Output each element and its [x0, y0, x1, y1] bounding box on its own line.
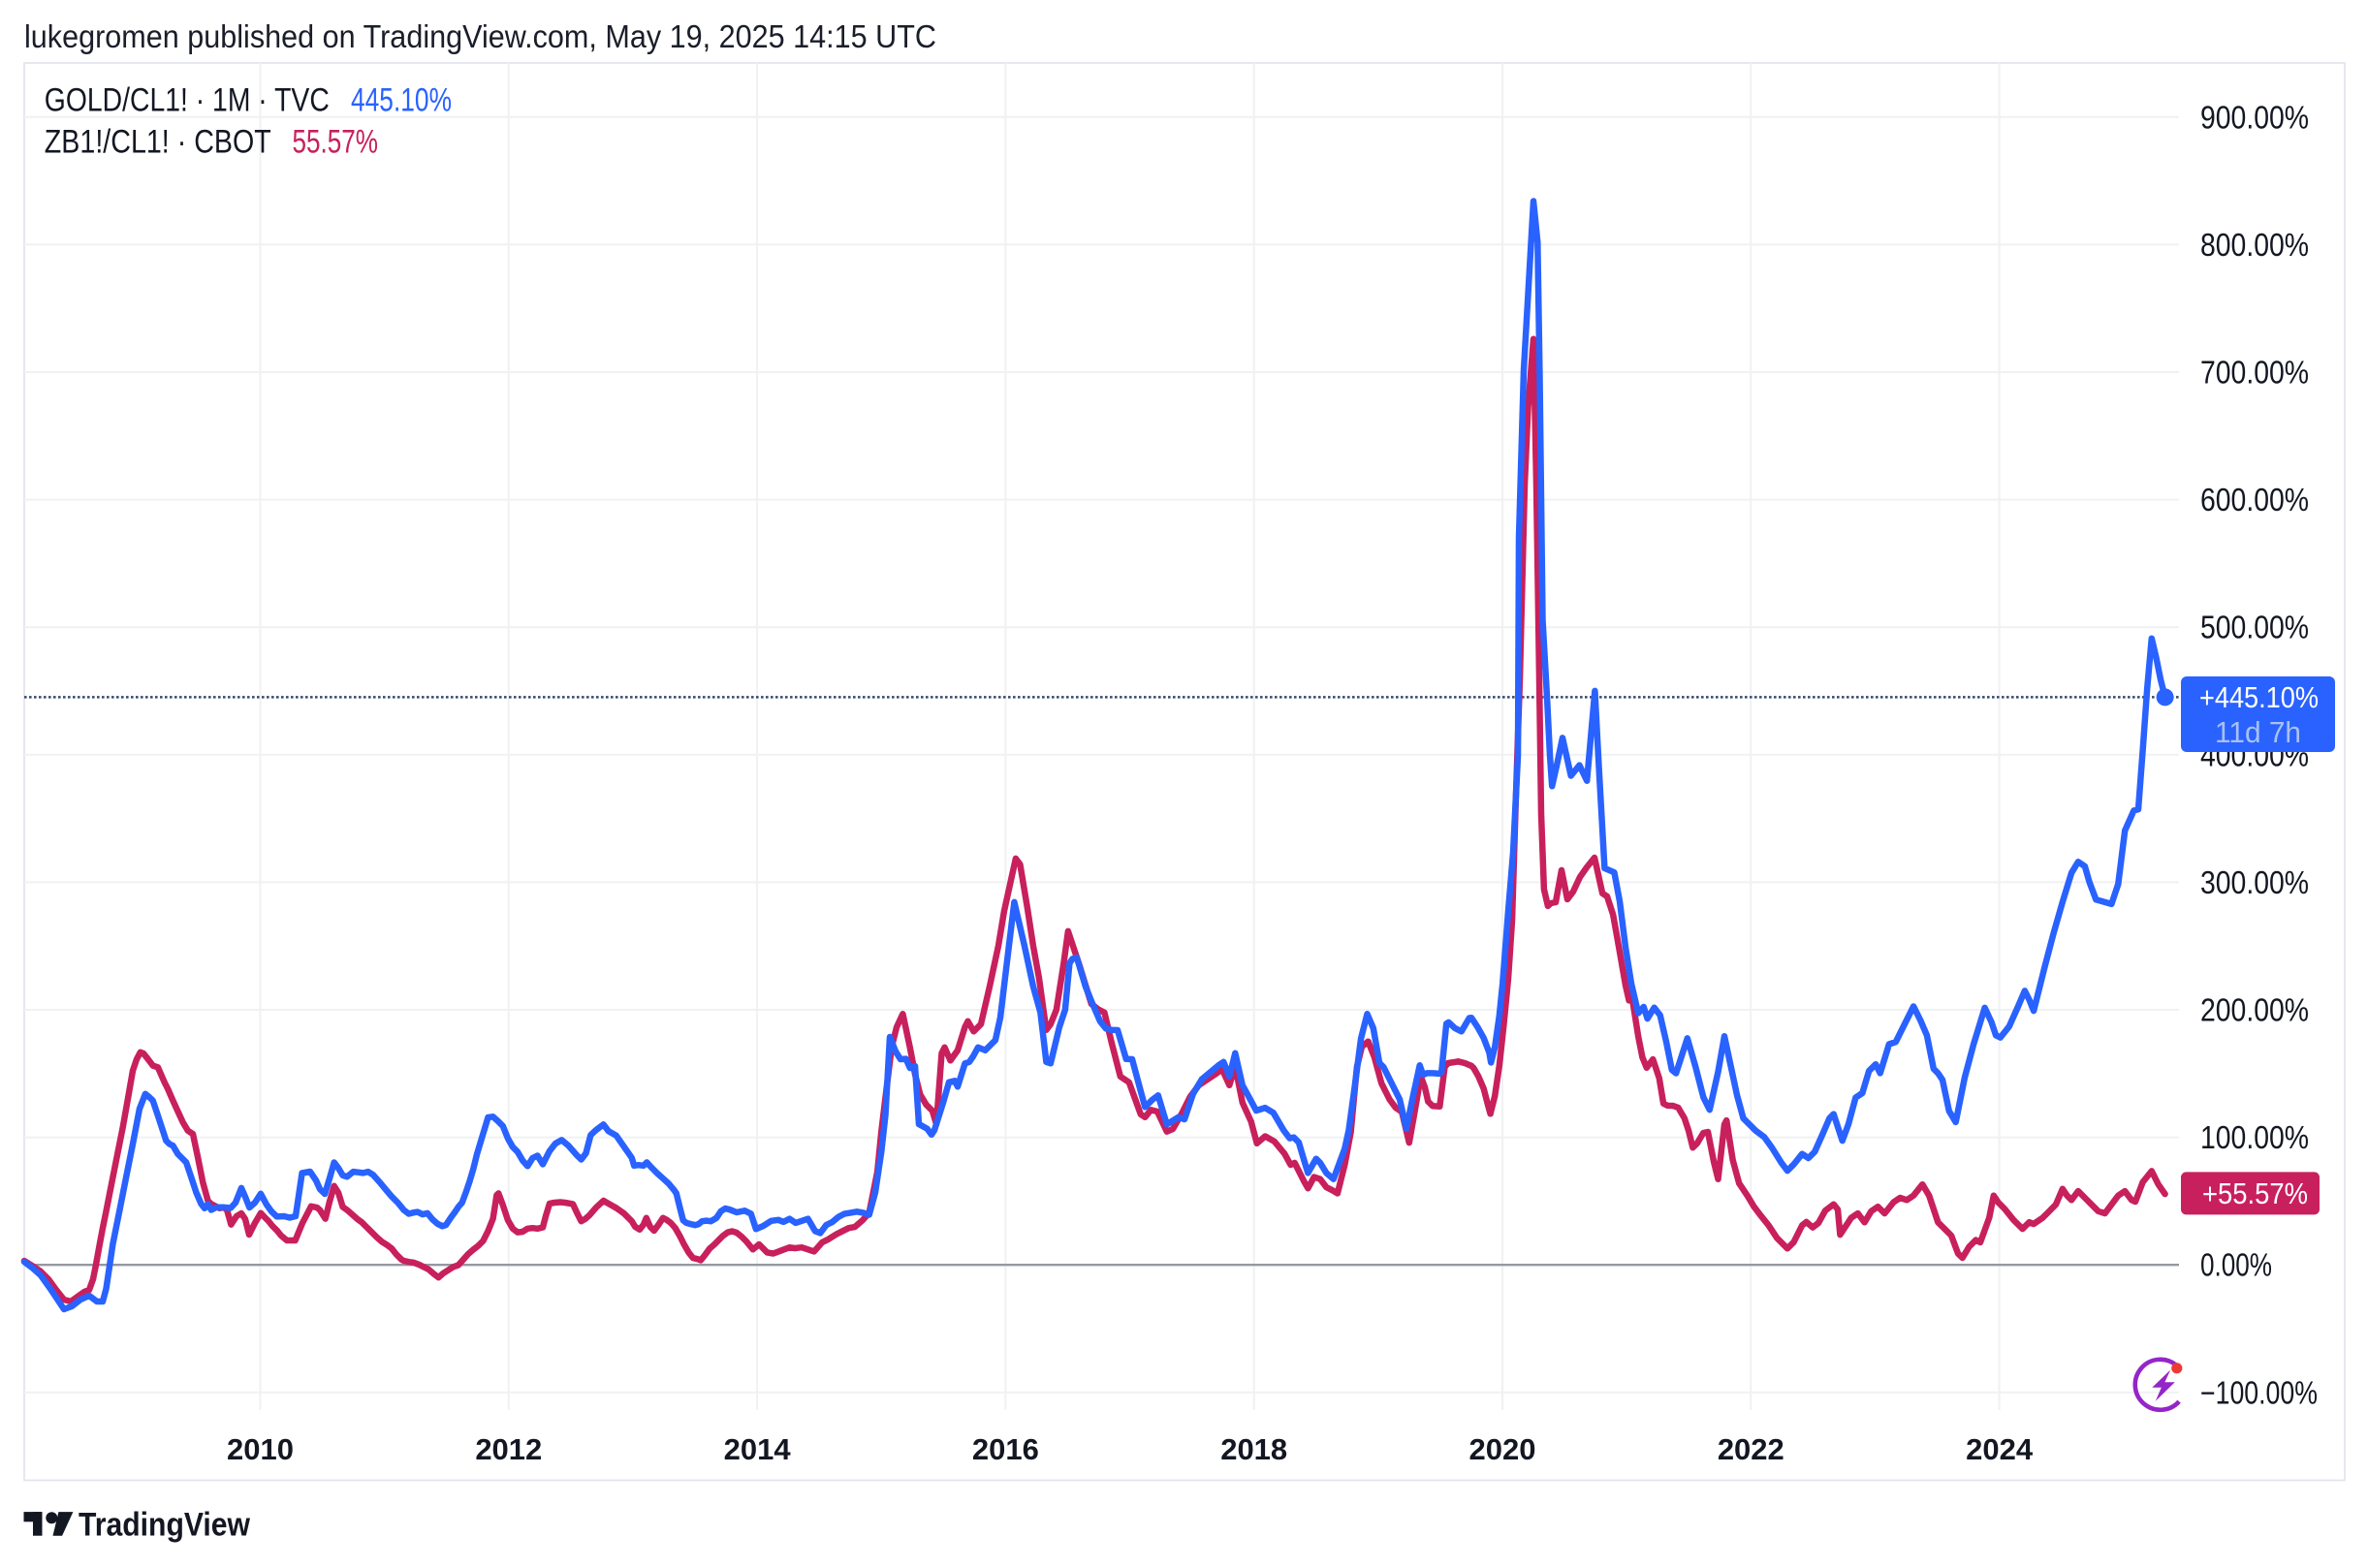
- svg-text:700.00%: 700.00%: [2200, 355, 2309, 391]
- svg-text:2022: 2022: [1718, 1432, 1784, 1466]
- svg-text:ZB1!/CL1! · CBOT: ZB1!/CL1! · CBOT: [45, 124, 271, 161]
- svg-text:2024: 2024: [1966, 1432, 2034, 1466]
- svg-text:200.00%: 200.00%: [2200, 992, 2309, 1028]
- svg-text:0.00%: 0.00%: [2200, 1247, 2272, 1283]
- svg-text:11d 7h: 11d 7h: [2215, 715, 2301, 749]
- svg-text:−100.00%: −100.00%: [2200, 1374, 2318, 1410]
- svg-text:2018: 2018: [1220, 1432, 1287, 1466]
- svg-text:100.00%: 100.00%: [2200, 1119, 2309, 1155]
- svg-text:445.10%: 445.10%: [351, 82, 452, 119]
- svg-text:+445.10%: +445.10%: [2199, 680, 2319, 714]
- svg-text:2014: 2014: [724, 1432, 792, 1466]
- svg-text:55.57%: 55.57%: [293, 124, 379, 161]
- svg-text:2010: 2010: [227, 1432, 294, 1466]
- svg-text:300.00%: 300.00%: [2200, 864, 2309, 900]
- svg-text:2012: 2012: [475, 1432, 542, 1466]
- svg-text:800.00%: 800.00%: [2200, 227, 2309, 263]
- svg-text:+55.57%: +55.57%: [2202, 1176, 2308, 1210]
- svg-text:600.00%: 600.00%: [2200, 482, 2309, 517]
- svg-text:500.00%: 500.00%: [2200, 610, 2309, 645]
- svg-text:GOLD/CL1! · 1M · TVC: GOLD/CL1! · 1M · TVC: [45, 82, 330, 119]
- svg-text:2016: 2016: [972, 1432, 1039, 1466]
- svg-text:TradingView: TradingView: [79, 1507, 250, 1544]
- svg-text:900.00%: 900.00%: [2200, 99, 2309, 135]
- svg-text:lukegromen published on Tradin: lukegromen published on TradingView.com,…: [24, 18, 936, 54]
- svg-text:2020: 2020: [1469, 1432, 1536, 1466]
